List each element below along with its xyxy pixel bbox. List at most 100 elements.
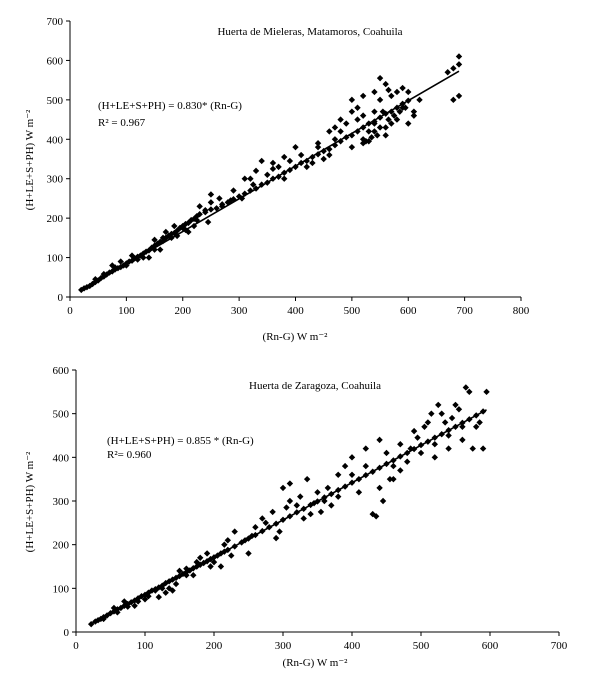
data-point (247, 175, 254, 182)
data-point (314, 140, 322, 147)
data-point (335, 493, 342, 500)
y-tick-label: 400 (47, 134, 64, 146)
data-point (121, 598, 128, 605)
data-point (190, 572, 197, 579)
data-point (117, 258, 124, 265)
data-point (281, 175, 288, 182)
data-point (368, 134, 375, 141)
data-point (382, 124, 389, 131)
data-point (157, 246, 164, 253)
data-point (216, 195, 223, 202)
data-point (445, 445, 452, 452)
x-tick-label: 0 (73, 640, 79, 652)
data-point (252, 524, 259, 531)
data-point (193, 558, 200, 566)
data-point (386, 475, 394, 483)
data-point (405, 120, 412, 127)
data-point (402, 104, 409, 111)
data-point (300, 515, 307, 522)
data-point (159, 234, 167, 242)
data-point (369, 510, 376, 518)
data-point (362, 462, 369, 470)
data-point (207, 563, 214, 570)
data-point (228, 552, 235, 559)
data-point (372, 513, 380, 520)
data-point (341, 462, 349, 470)
data-point (269, 508, 276, 516)
data-point (431, 454, 438, 461)
data-point (362, 138, 370, 145)
data-point (448, 414, 456, 422)
data-point (337, 128, 344, 135)
data-point (297, 151, 305, 159)
data-point (376, 436, 383, 444)
y-tick-label: 0 (58, 292, 64, 304)
data-point (328, 502, 335, 509)
data-point (314, 489, 321, 496)
data-point (217, 563, 225, 570)
y-tick-label: 200 (53, 540, 70, 552)
data-point (450, 65, 457, 72)
data-point (204, 218, 212, 226)
x-tick-label: 200 (175, 305, 192, 317)
data-point (348, 96, 356, 104)
data-point (272, 534, 280, 542)
data-point (317, 508, 325, 516)
data-point (259, 515, 266, 522)
data-point (307, 510, 314, 518)
x-tick-label: 500 (413, 640, 430, 652)
data-point (250, 181, 257, 188)
data-point (276, 528, 283, 535)
data-point (469, 445, 476, 452)
data-point (473, 423, 480, 430)
chart-title: Huerta de Mieleras, Matamoros, Coahuila (217, 26, 402, 38)
data-point (393, 116, 401, 123)
data-point (169, 587, 176, 594)
data-point (197, 554, 204, 561)
data-point (297, 493, 304, 500)
data-point (441, 419, 449, 426)
data-point (382, 80, 389, 88)
data-point (462, 384, 470, 391)
data-point (279, 484, 287, 492)
data-points (78, 53, 463, 294)
data-point (292, 143, 299, 151)
data-point (404, 458, 411, 465)
data-point (321, 497, 328, 505)
chart-1: 0 100 200 300 400 500 600 700 0 100 200 300 400 500 60… (24, 16, 530, 343)
data-point (155, 593, 162, 601)
data-point (376, 484, 383, 492)
y-tick-label: 300 (47, 174, 64, 186)
data-point (335, 471, 342, 478)
data-point (337, 116, 344, 123)
regression-line (80, 70, 460, 292)
data-point (269, 159, 277, 167)
data-point (165, 232, 172, 240)
data-point (159, 585, 166, 592)
data-point (286, 480, 294, 487)
data-point (235, 193, 243, 200)
data-points (87, 384, 490, 628)
x-tick-label: 0 (67, 305, 73, 317)
data-point (376, 96, 384, 104)
x-tick-label: 500 (344, 305, 361, 317)
data-point (111, 264, 119, 271)
data-point (390, 112, 398, 119)
data-point (452, 401, 459, 409)
data-point (379, 497, 387, 505)
data-point (100, 615, 107, 623)
data-point (326, 128, 333, 135)
x-tick-label: 100 (118, 305, 135, 317)
data-point (476, 419, 483, 426)
data-point (193, 216, 201, 224)
y-tick-label: 600 (47, 55, 64, 67)
data-point (348, 108, 356, 115)
data-point (196, 203, 203, 210)
x-tick-label: 400 (287, 305, 304, 317)
data-point (293, 502, 300, 509)
data-point (262, 519, 269, 527)
data-point (303, 163, 310, 171)
data-point (145, 254, 153, 261)
data-point (348, 143, 356, 151)
data-point (324, 484, 332, 492)
